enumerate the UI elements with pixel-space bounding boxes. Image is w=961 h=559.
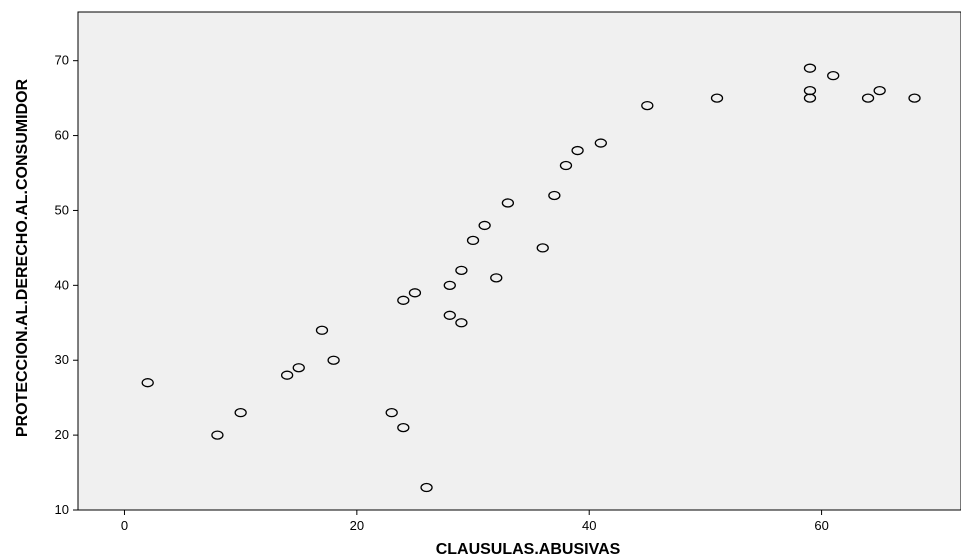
data-point: [443, 310, 456, 320]
data-point: [571, 145, 584, 156]
data-point: [455, 318, 468, 328]
data-point: [141, 378, 154, 388]
data-point: [292, 363, 305, 373]
y-axis-title: PROTECCION.AL.DERECHO.AL.CONSUMIDOR: [14, 78, 31, 437]
data-point: [466, 235, 480, 246]
data-point: [397, 422, 410, 433]
data-point: [501, 198, 515, 208]
data-point: [548, 190, 561, 201]
data-point: [443, 280, 456, 290]
data-point: [408, 288, 422, 298]
data-point: [873, 85, 886, 96]
data-point: [280, 370, 294, 380]
x-axis-title: CLAUSULAS.ABUSIVAS: [436, 541, 621, 558]
plot-area: [77, 11, 961, 511]
y-tick-label: 20: [55, 427, 69, 442]
data-point: [594, 138, 607, 148]
data-point: [327, 355, 340, 365]
data-point: [234, 407, 247, 418]
x-axis: 0 20 40 60: [121, 510, 829, 533]
data-point: [536, 243, 549, 253]
data-point: [478, 220, 491, 231]
data-point: [908, 93, 921, 103]
data-point: [455, 265, 468, 276]
data-point: [385, 407, 398, 418]
data-point: [710, 93, 724, 103]
data-point: [420, 482, 433, 493]
data-point: [803, 63, 817, 73]
y-axis: 10 20 30 40 50 60 70: [55, 53, 78, 517]
x-tick-label: 0: [121, 518, 128, 533]
x-tick-label: 20: [350, 518, 364, 533]
data-point: [861, 93, 875, 103]
data-points: [141, 63, 921, 493]
data-point: [803, 93, 817, 103]
data-point: [827, 71, 840, 81]
y-tick-label: 70: [55, 53, 69, 68]
data-point: [211, 430, 224, 440]
data-point: [315, 325, 329, 335]
data-point: [559, 160, 573, 171]
y-tick-label: 40: [55, 277, 69, 292]
y-tick-label: 30: [55, 352, 69, 367]
y-tick-label: 50: [55, 202, 69, 217]
x-tick-label: 40: [582, 518, 596, 533]
data-point: [641, 100, 654, 111]
x-tick-label: 60: [814, 518, 828, 533]
data-point: [490, 273, 503, 283]
data-point: [397, 295, 410, 305]
y-tick-label: 10: [55, 502, 69, 517]
y-tick-label: 60: [55, 128, 69, 143]
